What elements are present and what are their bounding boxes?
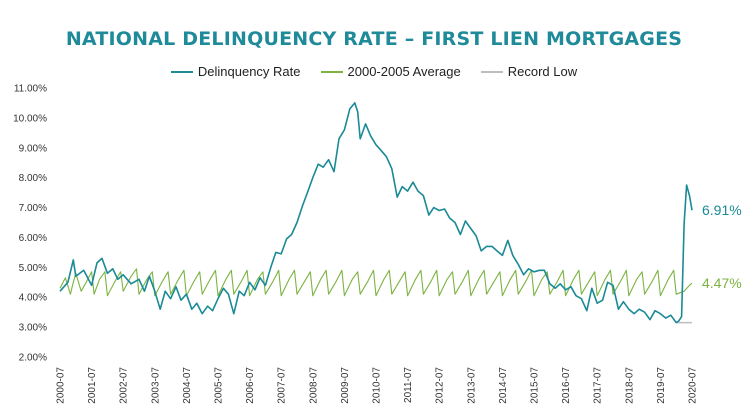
legend-label-delinquency-rate: Delinquency Rate [197,64,301,79]
legend-swatch-delinquency-rate [170,70,193,73]
legend-item-delinquency-rate: Delinquency Rate [170,64,301,79]
x-tick-label: 2020-07 [688,367,699,404]
y-tick-label: 4.00% [19,293,47,304]
x-tick-label: 2008-07 [308,367,319,404]
y-axis: 2.00% 3.00% 4.00% 5.00% 6.00% 7.00% 8.00% 9.00%… [13,84,47,364]
x-tick-label: 2017-07 [593,367,604,404]
x-tick-label: 2010-07 [372,367,383,404]
x-tick-label: 2001-07 [87,367,98,404]
y-tick-label: 10.00% [13,113,47,124]
x-tick-label: 2015-07 [530,367,541,404]
legend-label-record-low: Record Low [507,64,578,79]
series-line-delinquency-rate [59,102,693,324]
x-tick-label: 2004-07 [182,367,193,404]
legend-item-record-low: Record Low [480,64,578,79]
y-tick-label: 3.00% [19,323,47,334]
end-label-delinquency-rate: 6.91% [702,202,742,218]
x-tick-label: 2005-07 [214,367,225,404]
chart-title: NATIONAL DELINQUENCY RATE – FIRST LIEN M… [65,28,683,50]
x-tick-label: 2014-07 [498,367,509,404]
y-tick-label: 11.00% [14,84,47,95]
x-tick-label: 2003-07 [150,367,161,404]
x-tick-label: 2000-07 [56,367,67,404]
end-labels: 6.91% 4.47% [702,202,742,291]
legend-label-2000-2005-average: 2000-2005 Average [347,64,461,79]
y-tick-label: 9.00% [19,143,47,154]
legend-swatch-2000-2005-average [320,70,343,73]
x-axis: 2000-07 2001-07 2002-07 2003-07 2004-07 2005-… [56,367,699,404]
series-line-2000-2005-average [59,268,693,297]
x-tick-label: 2007-07 [277,367,288,404]
y-tick-label: 2.00% [19,353,47,364]
y-tick-label: 5.00% [19,263,47,274]
y-tick-label: 8.00% [19,173,47,184]
x-tick-label: 2006-07 [245,367,256,404]
legend-swatch-record-low [480,70,503,73]
legend-item-2000-2005-average: 2000-2005 Average [320,64,461,79]
x-tick-label: 2013-07 [466,367,477,404]
end-label-2000-2005-average: 4.47% [702,275,742,291]
x-tick-label: 2016-07 [561,367,572,404]
y-tick-label: 7.00% [19,203,47,214]
x-tick-label: 2018-07 [624,367,635,404]
x-tick-label: 2019-07 [656,367,667,404]
x-tick-label: 2012-07 [435,367,446,404]
x-tick-label: 2011-07 [403,367,414,403]
legend: Delinquency Rate 2000-2005 Average Recor… [0,64,748,79]
x-tick-label: 2009-07 [340,367,351,404]
plot-area [59,102,693,324]
y-tick-label: 6.00% [19,233,47,244]
x-tick-label: 2002-07 [119,367,130,404]
